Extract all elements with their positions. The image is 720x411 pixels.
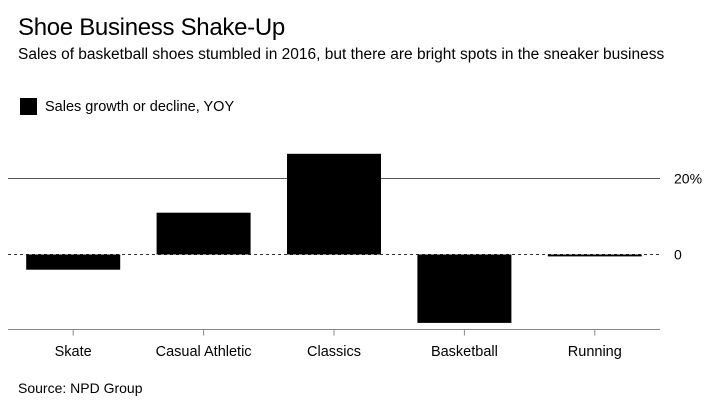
bar-classics <box>287 153 381 255</box>
y-tick-label: 0 <box>674 247 682 263</box>
x-tick-label: Running <box>568 344 622 360</box>
chart-title: Shoe Business Shake-Up <box>18 14 285 41</box>
bar-running <box>547 254 642 257</box>
chart-subtitle: Sales of basketball shoes stumbled in 20… <box>18 46 665 63</box>
source-note: Source: NPD Group <box>18 380 143 396</box>
y-tick-label: 20% <box>674 171 702 187</box>
legend-swatch <box>20 98 37 115</box>
x-tick-label: Classics <box>307 344 361 360</box>
x-tick-label: Casual Athletic <box>156 344 252 360</box>
x-tick-label: Basketball <box>431 344 498 360</box>
bar-basketball <box>417 254 512 323</box>
bar-casual-athletic <box>156 212 251 255</box>
x-tick-label: Skate <box>55 344 92 360</box>
bar-skate <box>26 254 121 270</box>
legend: Sales growth or decline, YOY <box>20 98 234 115</box>
legend-label: Sales growth or decline, YOY <box>45 98 235 115</box>
